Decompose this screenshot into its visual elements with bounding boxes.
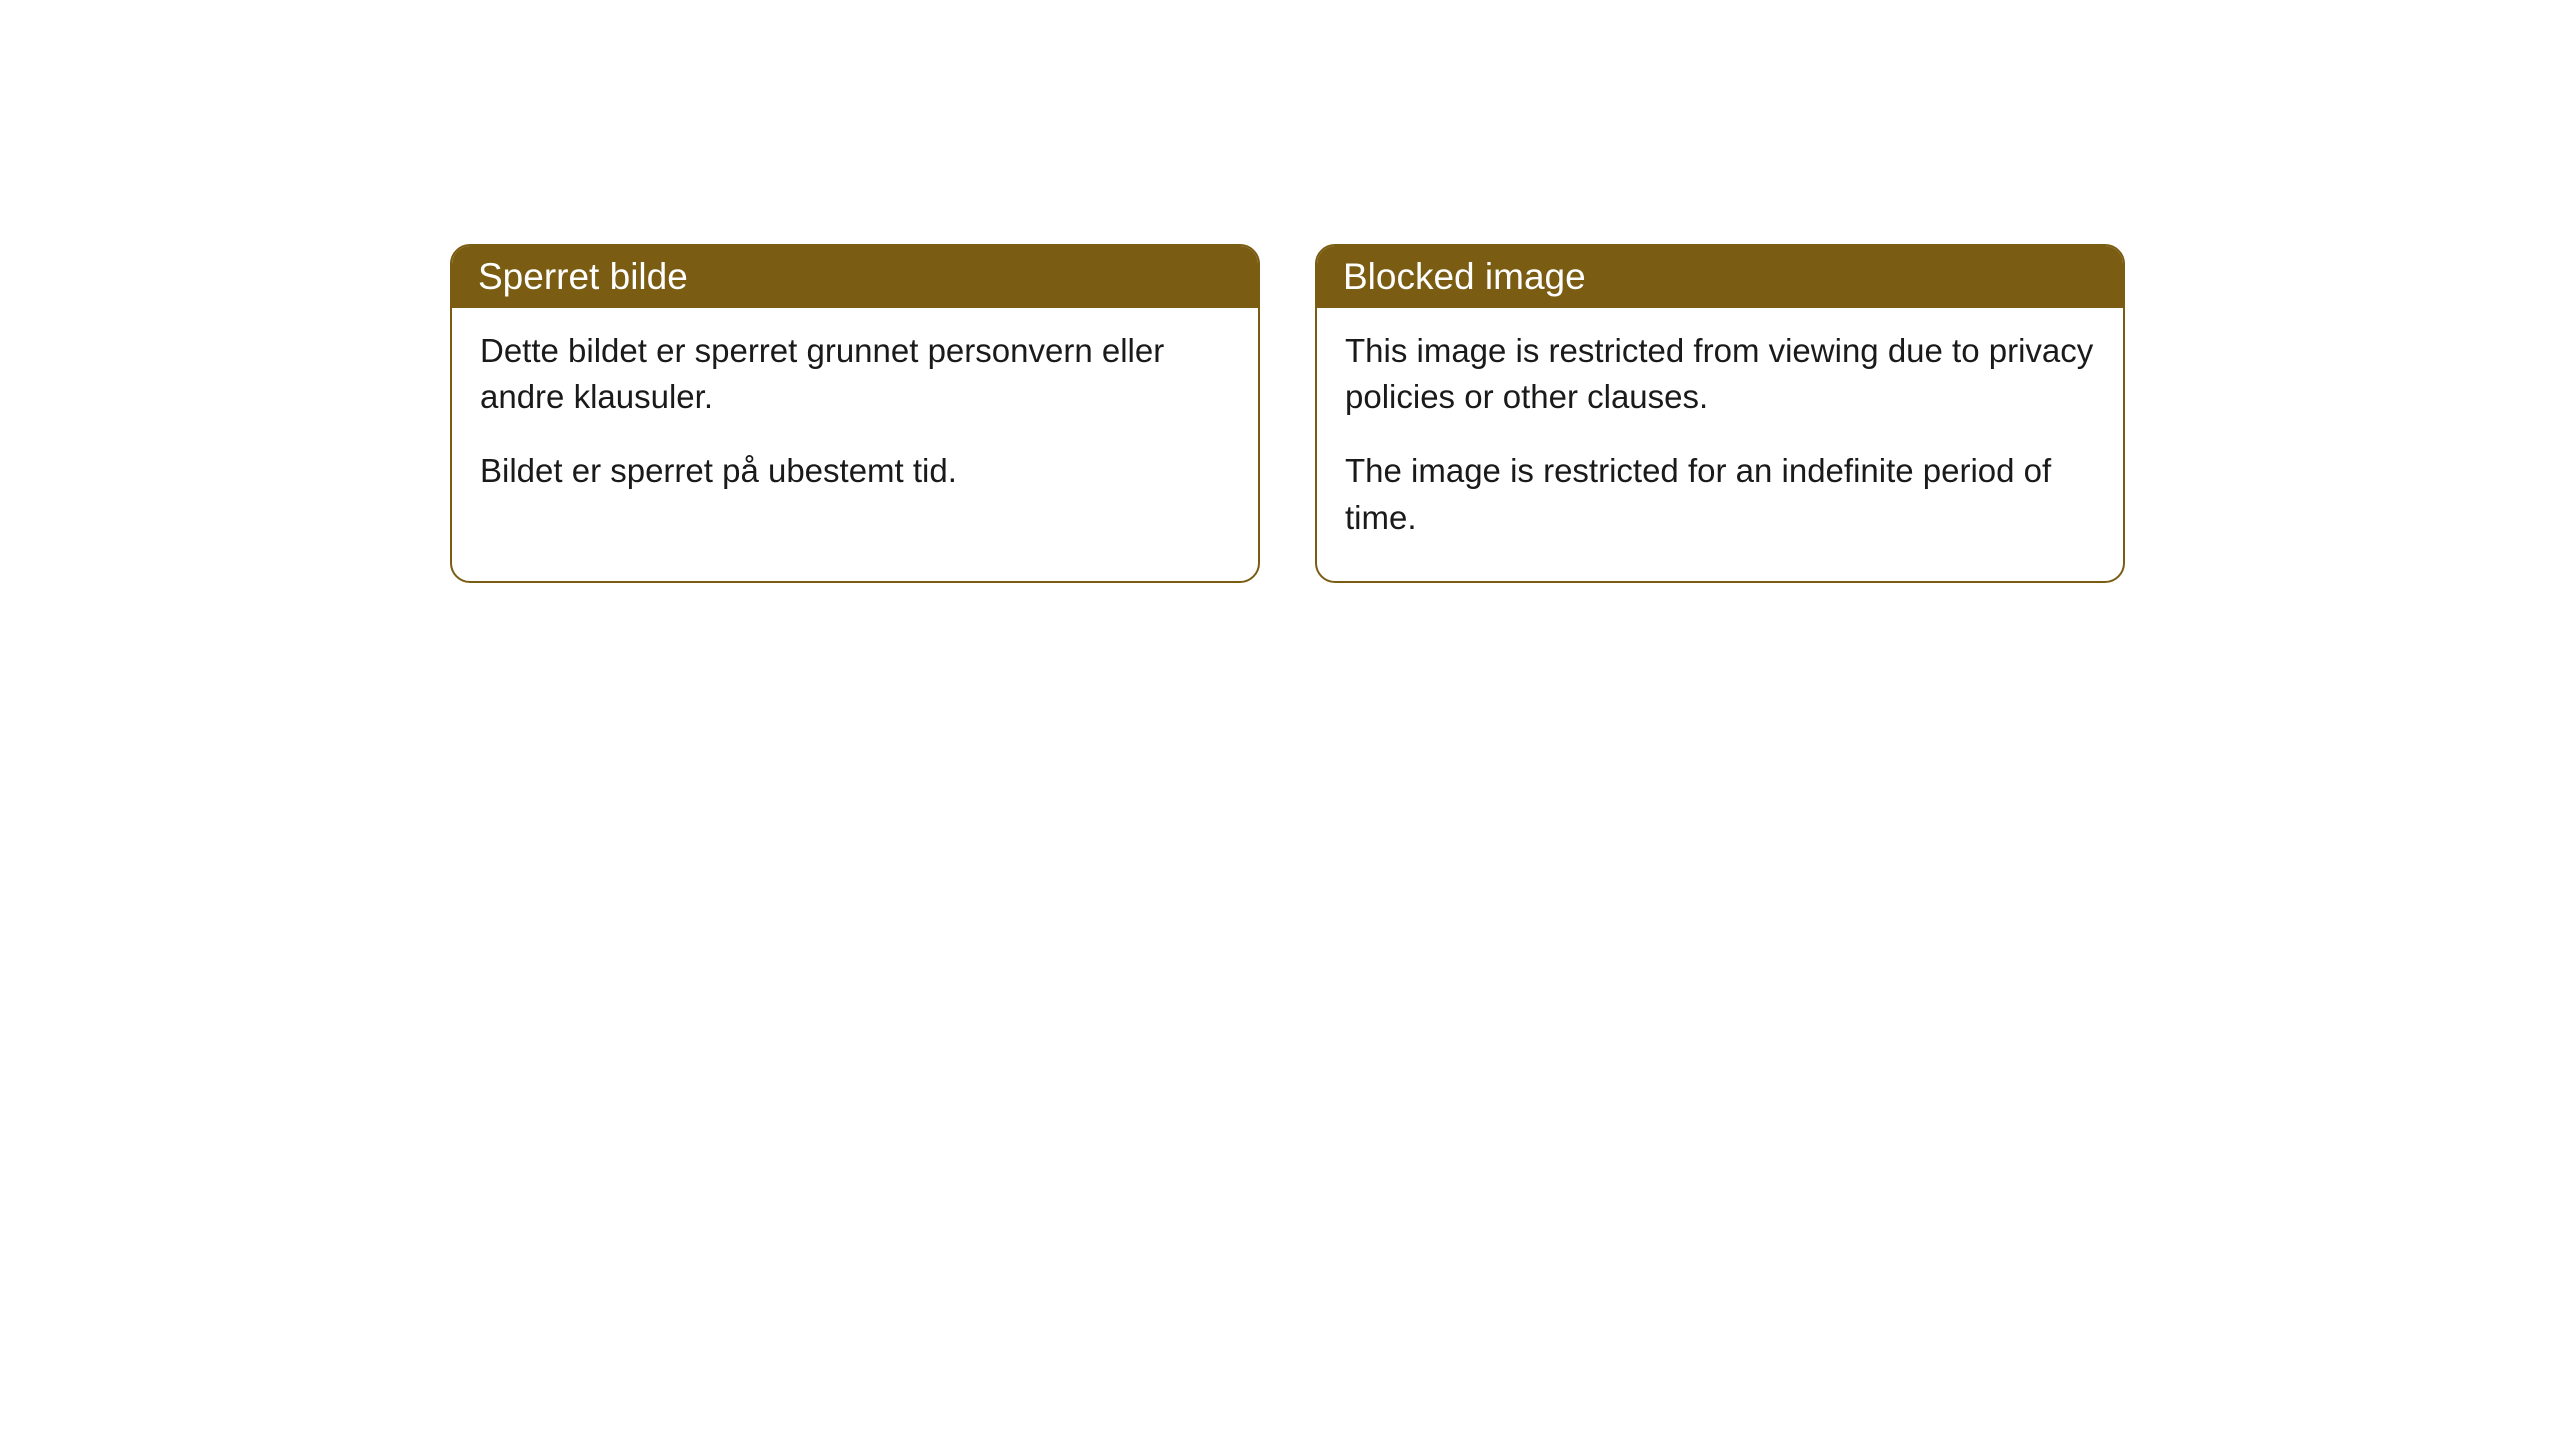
card-body-norwegian: Dette bildet er sperret grunnet personve… [452,308,1258,535]
card-title: Blocked image [1343,256,1586,297]
card-paragraph: Dette bildet er sperret grunnet personve… [480,328,1230,420]
notice-cards-container: Sperret bilde Dette bildet er sperret gr… [450,244,2125,583]
card-body-english: This image is restricted from viewing du… [1317,308,2123,581]
notice-card-norwegian: Sperret bilde Dette bildet er sperret gr… [450,244,1260,583]
notice-card-english: Blocked image This image is restricted f… [1315,244,2125,583]
card-paragraph: The image is restricted for an indefinit… [1345,448,2095,540]
card-paragraph: Bildet er sperret på ubestemt tid. [480,448,1230,494]
card-header-norwegian: Sperret bilde [452,246,1258,308]
card-title: Sperret bilde [478,256,688,297]
card-paragraph: This image is restricted from viewing du… [1345,328,2095,420]
card-header-english: Blocked image [1317,246,2123,308]
